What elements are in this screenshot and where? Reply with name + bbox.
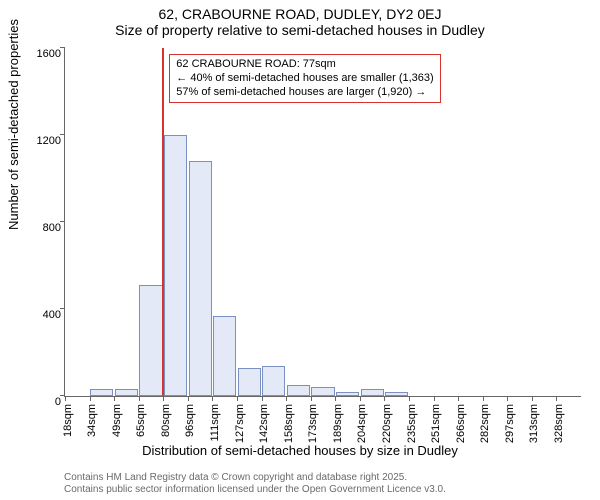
x-tick-mark xyxy=(237,396,238,401)
x-tick-label: 235sqm xyxy=(406,404,418,443)
footer-line-1: Contains HM Land Registry data © Crown c… xyxy=(64,472,446,484)
y-tick-label: 1200 xyxy=(25,135,61,147)
y-tick-label: 400 xyxy=(25,309,61,321)
x-tick-label: 142sqm xyxy=(258,404,270,443)
property-callout: 62 CRABOURNE ROAD: 77sqm← 40% of semi-de… xyxy=(169,54,440,103)
histogram-bar xyxy=(90,389,113,396)
x-tick-mark xyxy=(507,396,508,401)
histogram-bar xyxy=(213,316,236,396)
x-tick-mark xyxy=(458,396,459,401)
footer-line-2: Contains public sector information licen… xyxy=(64,484,446,496)
property-marker-line xyxy=(162,48,164,396)
y-axis-label: Number of semi-detached properties xyxy=(6,19,21,230)
x-tick-mark xyxy=(360,396,361,401)
histogram-bar xyxy=(361,389,384,396)
x-axis-label: Distribution of semi-detached houses by … xyxy=(0,443,600,458)
histogram-bar xyxy=(238,368,261,396)
x-tick-mark xyxy=(90,396,91,401)
x-tick-mark xyxy=(409,396,410,401)
x-tick-label: 173sqm xyxy=(307,404,319,443)
x-tick-label: 111sqm xyxy=(209,404,221,442)
y-tick-label: 0 xyxy=(25,396,61,408)
x-tick-label: 189sqm xyxy=(332,404,344,443)
x-tick-label: 297sqm xyxy=(504,404,516,443)
y-tick-label: 800 xyxy=(25,222,61,234)
callout-line: 62 CRABOURNE ROAD: 77sqm xyxy=(176,58,433,72)
x-tick-label: 49sqm xyxy=(111,404,123,437)
histogram-bar xyxy=(336,392,359,396)
x-tick-label: 204sqm xyxy=(356,404,368,443)
footer-attribution: Contains HM Land Registry data © Crown c… xyxy=(64,472,446,496)
title-line-1: 62, CRABOURNE ROAD, DUDLEY, DY2 0EJ xyxy=(0,6,600,22)
y-tick-label: 1600 xyxy=(25,48,61,60)
x-tick-label: 251sqm xyxy=(430,404,442,443)
chart-title: 62, CRABOURNE ROAD, DUDLEY, DY2 0EJ Size… xyxy=(0,6,600,38)
x-tick-label: 34sqm xyxy=(86,404,98,437)
x-tick-label: 80sqm xyxy=(160,404,172,437)
x-tick-mark xyxy=(335,396,336,401)
x-tick-label: 282sqm xyxy=(479,404,491,443)
x-tick-mark xyxy=(139,396,140,401)
y-tick-mark xyxy=(60,47,65,48)
histogram-bar xyxy=(311,387,334,396)
histogram-bar xyxy=(115,389,138,396)
x-tick-mark xyxy=(384,396,385,401)
plot-area: 04008001200160018sqm34sqm49sqm65sqm80sqm… xyxy=(64,48,581,397)
histogram-bar xyxy=(262,366,285,396)
x-tick-label: 328sqm xyxy=(553,404,565,443)
x-tick-mark xyxy=(532,396,533,401)
histogram-bar xyxy=(287,385,310,396)
callout-line: 57% of semi-detached houses are larger (… xyxy=(176,86,433,100)
histogram-bar xyxy=(164,135,187,396)
histogram-bar xyxy=(139,285,162,396)
histogram-bar xyxy=(189,161,212,396)
x-tick-mark xyxy=(556,396,557,401)
x-tick-mark xyxy=(163,396,164,401)
x-tick-mark xyxy=(262,396,263,401)
callout-line: ← 40% of semi-detached houses are smalle… xyxy=(176,72,433,86)
x-tick-label: 96sqm xyxy=(184,404,196,437)
x-tick-label: 313sqm xyxy=(528,404,540,443)
x-tick-mark xyxy=(114,396,115,401)
x-tick-label: 220sqm xyxy=(381,404,393,443)
x-tick-mark xyxy=(65,396,66,401)
y-tick-mark xyxy=(60,308,65,309)
y-tick-mark xyxy=(60,221,65,222)
x-tick-label: 65sqm xyxy=(135,404,147,437)
x-tick-mark xyxy=(483,396,484,401)
x-tick-label: 158sqm xyxy=(283,404,295,443)
x-tick-mark xyxy=(434,396,435,401)
y-tick-mark xyxy=(60,134,65,135)
x-tick-mark xyxy=(212,396,213,401)
x-tick-mark xyxy=(286,396,287,401)
x-tick-mark xyxy=(188,396,189,401)
title-line-2: Size of property relative to semi-detach… xyxy=(0,22,600,38)
x-tick-label: 18sqm xyxy=(62,404,74,437)
x-tick-label: 266sqm xyxy=(455,404,467,443)
x-tick-label: 127sqm xyxy=(234,404,246,443)
histogram-bar xyxy=(385,392,408,396)
x-tick-mark xyxy=(311,396,312,401)
